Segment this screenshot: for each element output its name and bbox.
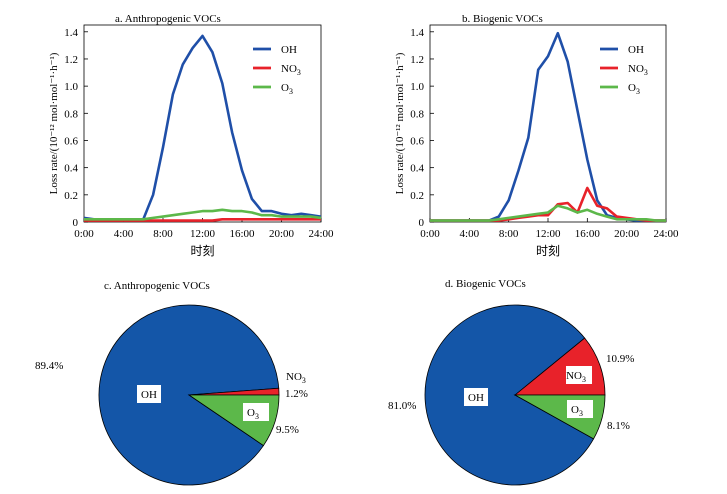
series-line-a-O3: [84, 208, 322, 221]
y-tick-label-b: 0.4: [410, 163, 424, 175]
pie-percent-d-NO3: 10.9%: [606, 353, 634, 365]
legend-label-a-NO3: NO3: [281, 63, 301, 77]
x-tick-label-a: 8:00: [153, 228, 173, 240]
legend-label-a-OH: OH: [281, 44, 297, 56]
legend-label-b-O3-sub: 3: [636, 87, 640, 96]
series-line-b-NO3: [430, 186, 666, 222]
y-tick-label-a: 0.6: [64, 135, 78, 147]
y-axis-label-a: Loss rate/(10⁻¹² mol·mol⁻¹·h⁻¹): [48, 52, 60, 194]
pie-name-box-d-OH: [464, 388, 488, 406]
pie-name-box-c-O3: [243, 403, 269, 421]
pie-percent-d-O3: 8.1%: [607, 420, 630, 432]
legend-label-a-OH-main: OH: [281, 44, 297, 56]
pie-name-c-O3: O3: [247, 407, 259, 421]
chart-title-a: a. Anthropogenic VOCs: [115, 13, 221, 25]
legend-label-b-NO3-sub: 3: [644, 68, 648, 77]
x-tick-label-a: 20:00: [269, 228, 295, 240]
pie-name-c-O3-sub: 3: [255, 412, 259, 421]
y-tick-label-b: 0.8: [410, 108, 424, 120]
x-tick-label-b: 12:00: [535, 228, 561, 240]
pie-name-box-c-OH: [137, 385, 161, 403]
x-tick-label-b: 16:00: [575, 228, 601, 240]
y-tick-label-b: 0: [419, 217, 425, 229]
y-tick-label-a: 0.2: [64, 190, 78, 202]
y-tick-label-b: 0.6: [410, 135, 424, 147]
chart-title-c: c. Anthropogenic VOCs: [104, 280, 210, 292]
legend-label-a-NO3-main: NO: [281, 63, 297, 75]
legend-label-b-O3-main: O: [628, 82, 636, 94]
y-tick-label-a: 0.8: [64, 108, 78, 120]
series-line-b-O3: [430, 204, 666, 222]
x-tick-label-b: 24:00: [653, 228, 679, 240]
x-tick-label-b: 8:00: [499, 228, 519, 240]
x-tick-label-a: 16:00: [229, 228, 255, 240]
pie-name-c-OH-main: OH: [141, 389, 157, 401]
x-tick-label-b: 0:00: [420, 228, 440, 240]
pie-name-d-NO3-sub: 3: [582, 375, 586, 384]
legend-label-b-OH-main: OH: [628, 44, 644, 56]
chart-title-b: b. Biogenic VOCs: [462, 13, 543, 25]
legend-label-a-NO3-sub: 3: [297, 68, 301, 77]
legend-label-a-O3-sub: 3: [289, 87, 293, 96]
legend-label-b-O3: O3: [628, 82, 640, 96]
legend-label-a-O3-main: O: [281, 82, 289, 94]
pie-name-c-OH: OH: [141, 389, 157, 401]
pie-name-c-O3-main: O: [247, 407, 255, 419]
pie-name-box-d-O3: [567, 400, 593, 418]
series-line-b-OH: [430, 31, 666, 222]
pie-name-d-NO3: NO3: [566, 370, 586, 384]
pie-percent-d-OH: 81.0%: [388, 400, 416, 412]
y-tick-label-a: 1.2: [64, 54, 78, 66]
y-tick-label-b: 1.2: [410, 54, 424, 66]
pie-name-d-O3: O3: [571, 404, 583, 418]
pie-name-c-NO3: NO3: [286, 371, 306, 385]
legend-label-b-NO3: NO3: [628, 63, 648, 77]
y-tick-label-a: 1.0: [64, 81, 78, 93]
x-tick-label-b: 4:00: [460, 228, 480, 240]
x-tick-label-a: 0:00: [74, 228, 94, 240]
pie-name-box-d-NO3: [566, 366, 592, 384]
y-tick-label-a: 1.4: [64, 27, 78, 39]
pie-name-d-NO3-main: NO: [566, 370, 582, 382]
pie-name-c-NO3-sub: 3: [302, 376, 306, 385]
y-tick-label-b: 1.0: [410, 81, 424, 93]
y-tick-label-a: 0: [73, 217, 79, 229]
pie-name-d-O3-sub: 3: [579, 409, 583, 418]
pie-name-c-NO3-main: NO: [286, 371, 302, 383]
x-tick-label-b: 20:00: [614, 228, 640, 240]
x-tick-label-a: 12:00: [190, 228, 216, 240]
pie-slice-d-OH: [424, 304, 595, 486]
pie-name-d-OH-main: OH: [468, 392, 484, 404]
y-tick-label-b: 0.2: [410, 190, 424, 202]
pie-name-d-O3-main: O: [571, 404, 579, 416]
x-tick-label-a: 24:00: [308, 228, 334, 240]
pie-percent-c-NO3: 1.2%: [285, 388, 308, 400]
chart-title-d: d. Biogenic VOCs: [445, 278, 526, 290]
x-axis-label-a: 时刻: [190, 244, 214, 258]
pie-percent-c-OH: 89.4%: [35, 360, 63, 372]
x-axis-label-b: 时刻: [536, 244, 560, 258]
y-tick-label-b: 1.4: [410, 27, 424, 39]
legend-label-a-O3: O3: [281, 82, 293, 96]
x-tick-label-a: 4:00: [114, 228, 134, 240]
pie-name-d-OH: OH: [468, 392, 484, 404]
legend-label-b-OH: OH: [628, 44, 644, 56]
y-tick-label-a: 0.4: [64, 163, 78, 175]
y-axis-label-b: Loss rate/(10⁻¹² mol·mol⁻¹·h⁻¹): [394, 52, 406, 194]
legend-label-b-NO3-main: NO: [628, 63, 644, 75]
pie-percent-c-O3: 9.5%: [276, 424, 299, 436]
